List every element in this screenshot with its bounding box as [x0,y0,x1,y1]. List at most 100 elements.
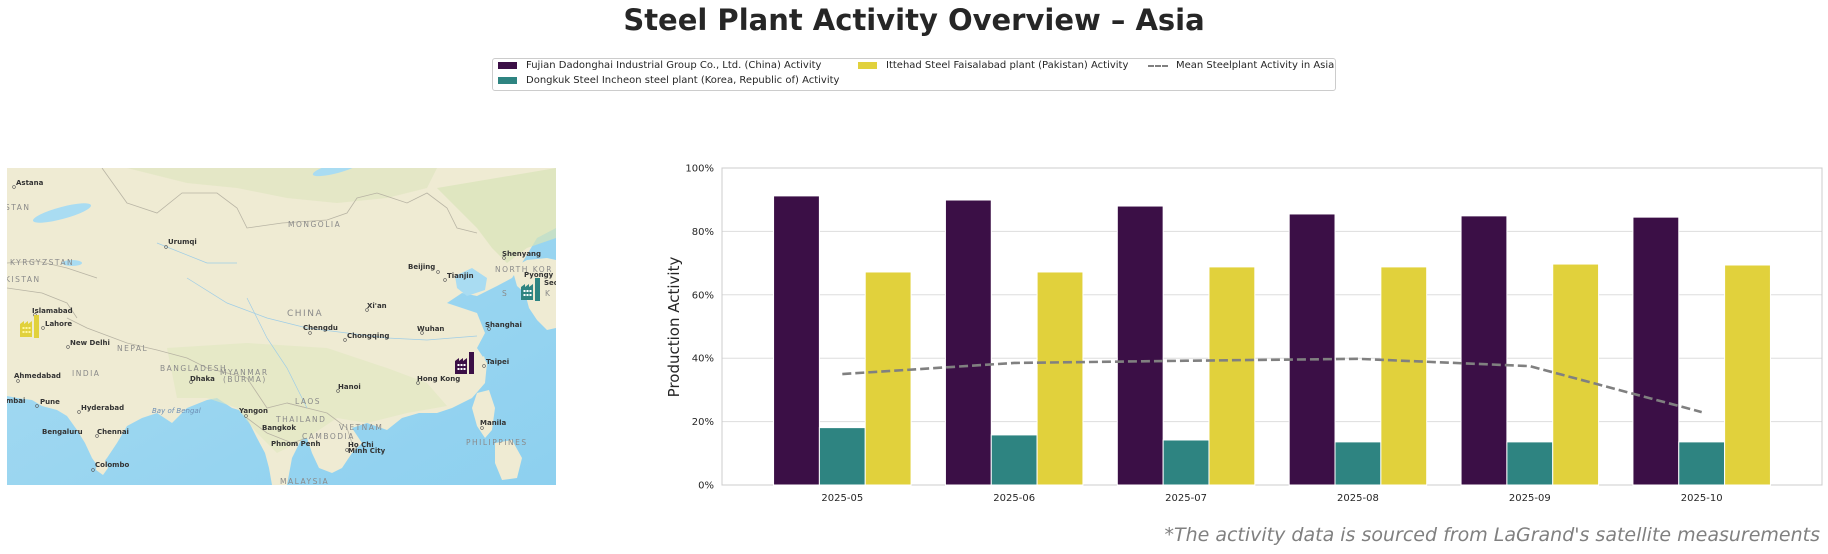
map-label-city: Phnom Penh [271,440,320,448]
bar-2025-05-s0 [773,195,820,486]
vegetation-northeast [437,168,556,263]
mean-line [842,357,1703,414]
y-tick-label: 60% [692,290,714,301]
factory-icon[interactable] [521,278,540,301]
x-axis-ticks: 2025-05 2025-06 2025-07 2025-08 2025-09 2025-… [821,493,1722,504]
land-philippines [472,390,522,480]
map-label-city: Lahore [45,320,72,328]
bar-2025-07-s0 [1116,205,1164,486]
land-taiwan [475,356,487,378]
map-label-country: KYRGYZSTAN [10,258,74,267]
map-label-city: Islamabad [32,307,73,315]
map-label-water: Bay of Bengal [152,407,201,415]
map-label-city: Shenyang [502,250,541,258]
y-tick-label: 80% [692,227,714,238]
mean-activity-line [842,357,1703,414]
bar-2025-09-s2 [1552,263,1600,486]
map-label-city: Ahmedabad [14,372,61,380]
map-label-city: Colombo [95,461,129,469]
vegetation-north [127,168,437,203]
map-label-city: Chennai [97,428,129,436]
factory-icon[interactable] [455,352,474,374]
lake-balkhash [32,203,92,223]
legend-swatch-ittehad [858,62,877,69]
factory-icon[interactable] [20,315,39,338]
map-label-city: Taipei [486,358,509,366]
bar-2025-06-s2 [1036,271,1084,486]
x-tick-label: 2025-05 [821,493,863,504]
bar-2025-08-s2 [1380,266,1428,486]
lake-baikal [312,168,362,177]
map-label-country: VIETNAM [339,423,383,432]
map-label-country: STAN [7,203,31,212]
bar-2025-09-s0 [1460,215,1508,486]
rivers [156,242,478,409]
country-borders [7,168,478,444]
gridlines [722,167,1822,486]
x-tick-label: 2025-09 [1509,493,1551,504]
map-label-city: Tianjin [447,272,474,280]
map-label-country: THAILAND [275,415,326,424]
legend: Fujian Dadonghai Industrial Group Co., L… [492,58,1336,91]
bar-2025-10-s1 [1678,441,1726,486]
bar-2025-08-s0 [1288,213,1336,486]
map-label-city: Astana [16,179,44,187]
bar-2025-05-s1 [818,427,866,486]
footnote: *The activity data is sourced from LaGra… [1164,524,1820,546]
x-tick-label: 2025-06 [993,493,1035,504]
bar-2025-06-s0 [944,199,992,486]
legend-swatch-fujian [498,62,517,69]
bar-2025-07-s2 [1208,266,1256,486]
legend-label-ittehad: Ittehad Steel Faisalabad plant (Pakistan… [886,60,1129,71]
vegetation-south [167,343,447,453]
x-tick-label: 2025-08 [1337,493,1379,504]
map-label-country: NEPAL [117,344,148,353]
lake-issyk-kul [62,260,82,266]
city-labels: Astana Urumqi Islamabad Lahore New Delhi… [7,179,556,469]
bars [773,195,1771,486]
map-label-country: S [502,289,508,298]
map-label-city: Hyderabad [81,404,124,412]
bar-2025-10-s0 [1632,216,1680,486]
map-label-country: NORTH KOR [495,265,553,274]
y-tick-label: 20% [692,417,714,428]
x-tick-label: 2025-07 [1165,493,1207,504]
map-label-country: CHINA [287,309,323,319]
map-label-city: Urumqi [168,238,197,246]
map-label-city: Bangkok [262,424,296,432]
map-label-country: MYANMAR [220,368,269,377]
map-label-country: BANGLADESH [160,364,227,373]
bar-2025-09-s1 [1506,441,1554,486]
map-label-city: Xi'an [367,302,387,310]
map-label-country: CAMBODIA [302,432,355,441]
map-label-city: Wuhan [417,325,444,333]
map-label-country: LAOS [295,397,321,406]
legend-dashed-line-mean [1148,65,1168,67]
y-tick-label: 40% [692,354,714,365]
map-label-country: PHILIPPINES [466,438,528,447]
asia-map[interactable]: STAN KYRGYZSTAN KISTAN NEPAL INDIA BANGL… [7,168,556,485]
map-label-city: Minh City [348,447,386,455]
map-label-country: (BURMA) [223,375,267,384]
x-tick-label: 2025-10 [1681,493,1723,504]
legend-label-fujian: Fujian Dadonghai Industrial Group Co., L… [526,60,822,71]
chart-title: Steel Plant Activity Overview – Asia [623,3,1205,37]
map-label-country: KISTAN [7,275,41,284]
map-label-country: MONGOLIA [288,220,341,229]
map-label-city: Dhaka [190,375,215,383]
legend-label-mean: Mean Steelplant Activity in Asia [1176,60,1335,71]
map-label-city: Shanghai [485,321,522,329]
bar-2025-10-s2 [1724,264,1771,486]
map-label-city: New Delhi [70,339,110,347]
map-label-city: Chengdu [303,324,338,332]
y-axis-label: Production Activity [665,257,683,398]
map-label-city: Pyongy [524,271,554,279]
bar-2025-07-s1 [1162,439,1210,486]
bar-2025-05-s2 [864,271,912,486]
map-label-city: Hanoi [338,383,361,391]
y-axis-ticks: 0% 20% 40% 60% 80% 100% [685,164,714,492]
map-label-city: Pune [40,398,60,406]
sea-bohai [455,268,487,296]
map-label-city: Hong Kong [417,375,460,383]
map-label-city: Bengaluru [42,428,83,436]
